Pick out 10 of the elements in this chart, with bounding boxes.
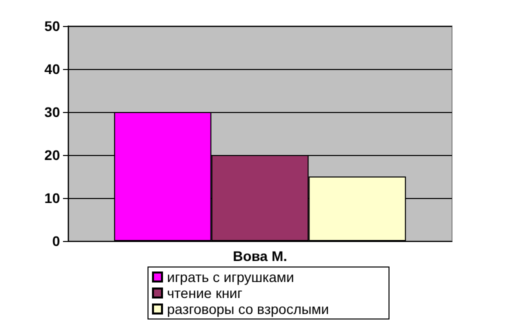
y-tick-label: 30 bbox=[44, 104, 60, 120]
x-tick-label: Вова М. bbox=[232, 248, 288, 264]
y-tick-label: 20 bbox=[44, 147, 60, 163]
legend-label: разговоры со взрослыми bbox=[167, 301, 330, 317]
y-tick-label: 0 bbox=[52, 233, 60, 249]
legend-label: играть с игрушками bbox=[167, 269, 294, 285]
legend-label: чтение книг bbox=[167, 285, 242, 301]
y-tick-label: 10 bbox=[44, 190, 60, 206]
y-tick-label: 40 bbox=[44, 61, 60, 77]
y-tick-label: 50 bbox=[44, 18, 60, 34]
